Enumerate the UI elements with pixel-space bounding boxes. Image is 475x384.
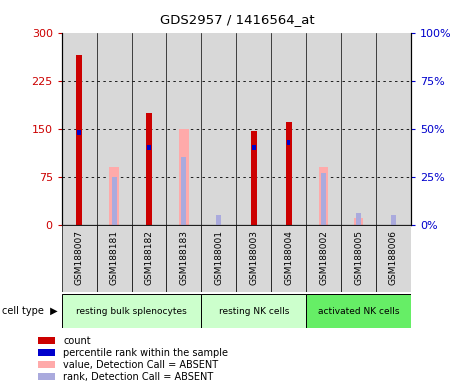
Text: percentile rank within the sample: percentile rank within the sample bbox=[63, 348, 228, 358]
Bar bbox=[285, 122, 292, 225]
Bar bbox=[201, 294, 306, 328]
Text: GSM188001: GSM188001 bbox=[214, 230, 223, 285]
Bar bbox=[376, 33, 411, 225]
Text: GSM188183: GSM188183 bbox=[180, 230, 189, 285]
Bar bbox=[341, 225, 376, 292]
Text: resting NK cells: resting NK cells bbox=[218, 306, 289, 316]
Bar bbox=[201, 33, 237, 225]
Bar bbox=[62, 294, 201, 328]
Text: GSM188182: GSM188182 bbox=[144, 230, 153, 285]
Bar bbox=[97, 33, 132, 225]
Bar bbox=[376, 225, 411, 292]
FancyBboxPatch shape bbox=[38, 373, 56, 380]
Bar bbox=[271, 33, 306, 225]
Bar bbox=[251, 131, 257, 225]
Text: resting bulk splenocytes: resting bulk splenocytes bbox=[76, 306, 187, 316]
Bar bbox=[97, 225, 132, 292]
Bar bbox=[217, 215, 221, 225]
Text: GSM188007: GSM188007 bbox=[75, 230, 84, 285]
FancyBboxPatch shape bbox=[38, 361, 56, 368]
Bar bbox=[341, 33, 376, 225]
Text: GSM188003: GSM188003 bbox=[249, 230, 258, 285]
Bar bbox=[147, 145, 151, 151]
Text: GDS2957 / 1416564_at: GDS2957 / 1416564_at bbox=[160, 13, 315, 26]
Bar bbox=[306, 225, 341, 292]
Bar bbox=[167, 225, 201, 292]
Bar bbox=[271, 225, 306, 292]
Bar bbox=[201, 225, 237, 292]
Bar bbox=[391, 215, 396, 225]
Text: GSM188005: GSM188005 bbox=[354, 230, 363, 285]
Bar bbox=[179, 129, 189, 225]
Text: activated NK cells: activated NK cells bbox=[318, 306, 399, 316]
Bar bbox=[321, 173, 326, 225]
Bar bbox=[62, 33, 97, 225]
Text: cell type  ▶: cell type ▶ bbox=[2, 306, 58, 316]
Bar bbox=[167, 33, 201, 225]
Bar bbox=[356, 213, 361, 225]
FancyBboxPatch shape bbox=[38, 349, 56, 356]
FancyBboxPatch shape bbox=[38, 337, 56, 344]
Bar bbox=[76, 55, 82, 225]
Bar bbox=[112, 177, 116, 225]
Bar bbox=[77, 130, 81, 135]
Bar bbox=[319, 167, 329, 225]
Text: GSM188181: GSM188181 bbox=[110, 230, 119, 285]
Bar bbox=[132, 225, 166, 292]
Text: GSM188002: GSM188002 bbox=[319, 230, 328, 285]
Bar bbox=[62, 225, 97, 292]
Bar bbox=[237, 225, 271, 292]
Bar bbox=[237, 33, 271, 225]
Bar bbox=[181, 157, 186, 225]
Bar bbox=[109, 167, 119, 225]
Bar bbox=[287, 139, 290, 145]
Text: count: count bbox=[63, 336, 91, 346]
Bar bbox=[132, 33, 166, 225]
Text: rank, Detection Call = ABSENT: rank, Detection Call = ABSENT bbox=[63, 372, 213, 382]
Bar bbox=[146, 113, 152, 225]
Text: GSM188004: GSM188004 bbox=[284, 230, 293, 285]
Text: value, Detection Call = ABSENT: value, Detection Call = ABSENT bbox=[63, 360, 219, 370]
Bar bbox=[252, 145, 256, 151]
Bar bbox=[353, 218, 363, 225]
Bar bbox=[306, 33, 341, 225]
Text: GSM188006: GSM188006 bbox=[389, 230, 398, 285]
Bar bbox=[306, 294, 411, 328]
